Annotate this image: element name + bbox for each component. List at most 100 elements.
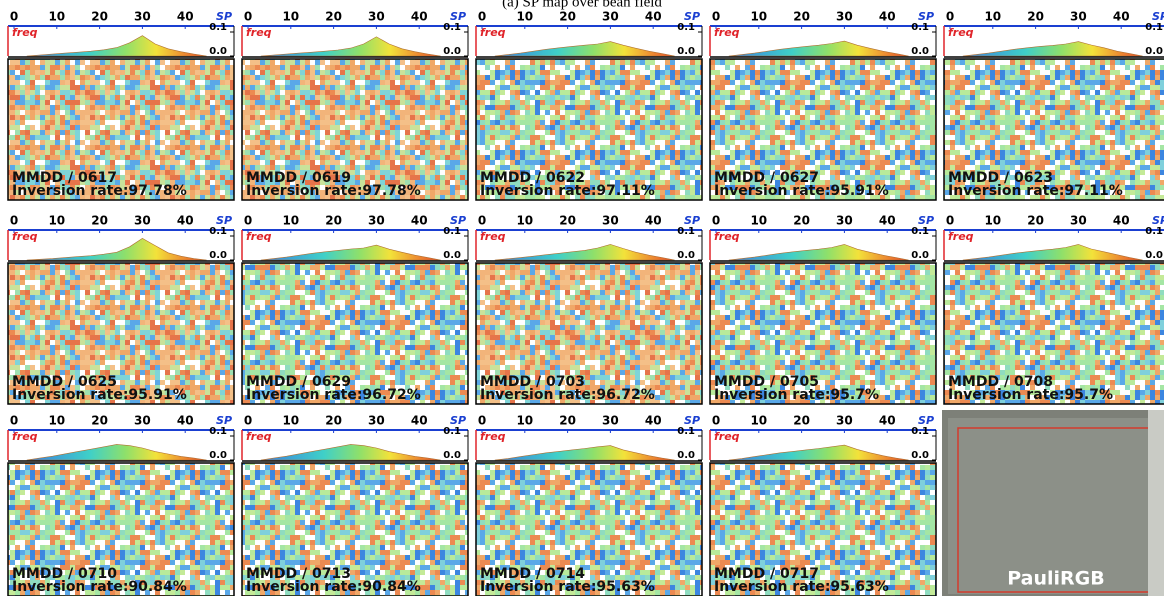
- x-tick-label: 40: [177, 214, 194, 228]
- x-tick-label: 10: [984, 214, 1001, 228]
- x-tick-label: 20: [325, 214, 342, 228]
- y-tick-label: 0.0: [911, 46, 929, 57]
- y-tick-label: 0.1: [1145, 226, 1163, 237]
- x-tick-label: 40: [411, 10, 428, 24]
- x-tick-label: 40: [879, 10, 896, 24]
- x-tick-label: 40: [645, 414, 662, 428]
- x-tick-label: 0: [244, 214, 252, 228]
- x-tick-label: 40: [645, 10, 662, 24]
- rate-label: Inversion rate:96.72%: [480, 387, 655, 403]
- x-tick-label: 0: [712, 414, 720, 428]
- rate-label: Inversion rate:97.11%: [480, 183, 655, 199]
- rate-label: Inversion rate:95.63%: [714, 579, 889, 595]
- x-tick-label: 10: [48, 10, 65, 24]
- x-tick-label: 0: [946, 214, 954, 228]
- y-tick-label: 0.1: [677, 22, 695, 33]
- page: {"figure_title": "(a) SP map over bean f…: [0, 0, 1164, 596]
- x-tick-label: 10: [48, 214, 65, 228]
- x-tick-label: 30: [602, 10, 619, 24]
- x-tick-label: 10: [750, 214, 767, 228]
- y-tick-label: 0.1: [209, 426, 227, 437]
- x-tick-label: 10: [750, 10, 767, 24]
- x-tick-label: 20: [91, 10, 108, 24]
- x-tick-label: 20: [793, 414, 810, 428]
- x-tick-label: 40: [1113, 10, 1130, 24]
- y-axis-label: freq: [948, 26, 974, 39]
- x-tick-label: 30: [836, 214, 853, 228]
- x-tick-label: 10: [48, 414, 65, 428]
- x-tick-label: 40: [879, 214, 896, 228]
- y-tick-label: 0.0: [443, 450, 461, 461]
- x-tick-label: 30: [836, 414, 853, 428]
- rgb-edge: [1148, 410, 1164, 596]
- x-tick-label: 20: [559, 214, 576, 228]
- x-tick-label: 40: [177, 10, 194, 24]
- y-axis-label: freq: [246, 430, 272, 443]
- x-tick-label: 0: [244, 10, 252, 24]
- rate-label: Inversion rate:90.84%: [12, 579, 187, 595]
- x-tick-label: 10: [516, 414, 533, 428]
- rgb-label: PauliRGB: [1007, 568, 1105, 590]
- x-tick-label: 0: [712, 10, 720, 24]
- y-axis-label: freq: [480, 230, 506, 243]
- y-tick-label: 0.0: [1145, 46, 1163, 57]
- y-tick-label: 0.1: [1145, 22, 1163, 33]
- x-tick-label: 0: [10, 214, 18, 228]
- x-tick-label: 30: [602, 214, 619, 228]
- y-axis-label: freq: [12, 430, 38, 443]
- y-tick-label: 0.0: [1145, 250, 1163, 261]
- x-tick-label: 10: [750, 414, 767, 428]
- x-tick-label: 10: [516, 10, 533, 24]
- rate-label: Inversion rate:97.11%: [948, 183, 1123, 199]
- x-tick-label: 30: [1070, 10, 1087, 24]
- y-tick-label: 0.1: [677, 426, 695, 437]
- y-tick-label: 0.0: [443, 46, 461, 57]
- panel: 010203040SPfreq0.00.1MMDD / 0622Inversio…: [476, 10, 702, 201]
- y-axis-label: freq: [480, 430, 506, 443]
- panel: 010203040SPfreq0.00.1MMDD / 0619Inversio…: [242, 10, 468, 201]
- x-tick-label: 10: [984, 10, 1001, 24]
- x-tick-label: 0: [10, 10, 18, 24]
- x-tick-label: 40: [879, 414, 896, 428]
- x-tick-label: 0: [478, 214, 486, 228]
- y-tick-label: 0.0: [677, 250, 695, 261]
- y-tick-label: 0.1: [677, 226, 695, 237]
- x-tick-label: 40: [1113, 214, 1130, 228]
- y-axis-label: freq: [12, 26, 38, 39]
- x-tick-label: 0: [478, 10, 486, 24]
- y-axis-label: freq: [246, 26, 272, 39]
- y-tick-label: 0.1: [443, 22, 461, 33]
- x-tick-label: 0: [10, 414, 18, 428]
- x-tick-label: 10: [282, 414, 299, 428]
- x-tick-label: 0: [712, 214, 720, 228]
- rate-label: Inversion rate:95.7%: [714, 387, 879, 403]
- y-axis-label: freq: [246, 230, 272, 243]
- x-tick-label: 30: [1070, 214, 1087, 228]
- y-tick-label: 0.0: [677, 450, 695, 461]
- x-tick-label: 30: [836, 10, 853, 24]
- x-tick-label: 20: [793, 10, 810, 24]
- panel: 010203040SPfreq0.00.1MMDD / 0714Inversio…: [476, 414, 702, 596]
- y-tick-label: 0.0: [911, 450, 929, 461]
- y-tick-label: 0.1: [443, 226, 461, 237]
- rate-label: Inversion rate:97.78%: [246, 183, 421, 199]
- x-tick-label: 20: [91, 214, 108, 228]
- rate-label: Inversion rate:96.72%: [246, 387, 421, 403]
- y-tick-label: 0.1: [209, 226, 227, 237]
- x-tick-label: 40: [411, 414, 428, 428]
- x-tick-label: 30: [134, 10, 151, 24]
- x-tick-label: 10: [516, 214, 533, 228]
- y-tick-label: 0.1: [911, 22, 929, 33]
- x-tick-label: 20: [1027, 10, 1044, 24]
- panel: 010203040SPfreq0.00.1MMDD / 0708Inversio…: [944, 214, 1164, 405]
- panel: 010203040SPfreq0.00.1MMDD / 0705Inversio…: [710, 214, 936, 405]
- x-tick-label: 0: [946, 10, 954, 24]
- x-tick-label: 30: [602, 414, 619, 428]
- x-tick-label: 30: [134, 414, 151, 428]
- x-tick-label: 0: [244, 414, 252, 428]
- x-tick-label: 20: [325, 10, 342, 24]
- x-tick-label: 30: [368, 214, 385, 228]
